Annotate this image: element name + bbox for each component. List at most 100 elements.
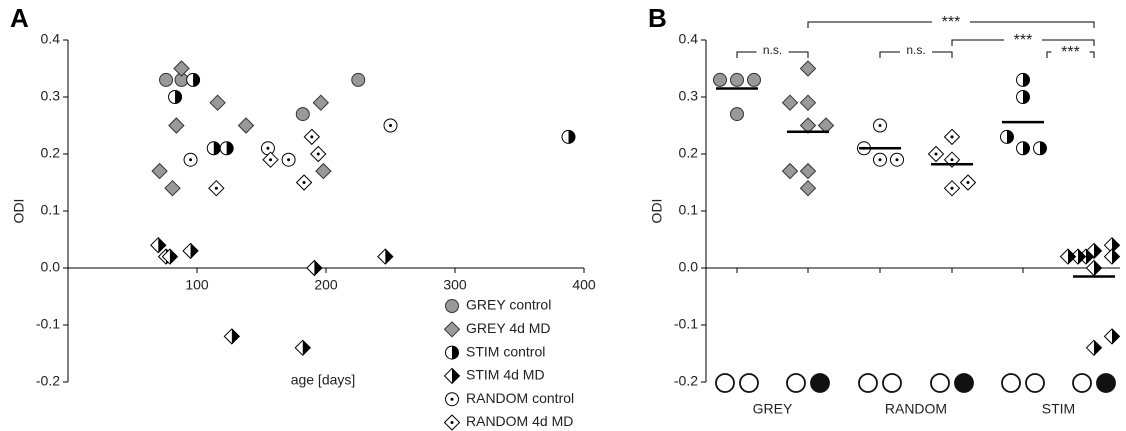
data-point	[959, 174, 977, 191]
data-point	[713, 72, 727, 87]
data-point	[927, 145, 945, 163]
data-point	[781, 162, 799, 180]
significance-label: ***	[942, 14, 961, 31]
data-point	[1000, 129, 1014, 144]
data-point	[186, 72, 201, 87]
y-tick-label: -0.1	[36, 316, 60, 332]
marker-dot	[878, 124, 882, 127]
data-point	[173, 60, 190, 77]
legend-label: RANDOM control	[466, 390, 574, 406]
marker-half	[452, 346, 459, 360]
data-point	[943, 128, 961, 146]
legend-label: GREY control	[466, 297, 551, 313]
marker-shape	[151, 162, 168, 180]
data-point	[159, 72, 174, 87]
marker-dot	[950, 158, 954, 162]
eye-icon	[1025, 373, 1045, 393]
significance-label: n.s.	[906, 43, 925, 57]
data-point	[168, 90, 183, 104]
data-point	[1033, 141, 1047, 156]
data-point	[183, 152, 198, 167]
data-point	[294, 339, 311, 357]
y-tick-label: 0.1	[679, 202, 699, 218]
data-point	[281, 152, 296, 167]
marker-half	[175, 90, 182, 104]
marker-shape	[168, 117, 185, 134]
data-point	[223, 328, 241, 345]
data-point	[237, 117, 255, 134]
data-point	[377, 248, 394, 265]
marker-dot	[302, 181, 306, 184]
marker-half	[1094, 243, 1102, 259]
marker-shape	[781, 94, 799, 111]
data-point	[168, 117, 185, 134]
marker-half	[1023, 141, 1030, 155]
data-point	[1085, 242, 1103, 260]
marker-half	[231, 328, 240, 344]
data-point	[206, 141, 221, 156]
data-point	[260, 141, 275, 156]
data-point	[799, 162, 817, 180]
x-tick-label: 100	[185, 277, 209, 293]
marker-dot	[287, 158, 291, 162]
data-point	[943, 179, 961, 197]
marker-dot	[214, 186, 218, 190]
eye-icon	[882, 373, 902, 393]
y-tick-label: 0.4	[679, 31, 699, 47]
y-tick-label: -0.2	[36, 373, 60, 389]
legend-label: STIM 4d MD	[466, 367, 545, 383]
marker-shape	[443, 321, 461, 338]
marker-dot	[450, 421, 454, 424]
data-point	[445, 345, 459, 360]
data-point	[799, 94, 817, 111]
marker-shape	[799, 162, 817, 180]
y-tick-label: 0.1	[41, 202, 61, 218]
x-tick-label: GREY	[753, 401, 793, 417]
data-point	[443, 414, 461, 431]
data-point	[161, 248, 179, 265]
significance-label: ***	[1061, 44, 1080, 61]
data-point	[1016, 90, 1030, 104]
data-point	[1085, 259, 1103, 277]
data-point	[306, 259, 323, 277]
data-point	[799, 179, 817, 197]
marker-half	[302, 340, 311, 356]
data-point	[890, 152, 904, 167]
data-point	[730, 107, 744, 122]
significance-bracket	[807, 21, 1095, 28]
panel-label: A	[10, 3, 29, 33]
significance-bracket	[1046, 51, 1095, 58]
marker-shape	[799, 94, 817, 111]
marker-half	[1112, 237, 1120, 253]
x-tick-label: 300	[443, 277, 467, 293]
y-tick-label: 0.0	[41, 259, 61, 275]
legend-label: STIM control	[466, 343, 545, 359]
data-point	[443, 367, 461, 385]
data-point	[310, 145, 327, 163]
eye-icon	[810, 373, 830, 393]
data-point	[1059, 248, 1077, 265]
y-tick-label: 0.3	[679, 88, 699, 104]
marker-shape	[159, 72, 174, 87]
marker-shape	[799, 179, 817, 197]
data-point	[1103, 328, 1121, 345]
data-point	[312, 94, 330, 111]
data-point	[209, 94, 226, 111]
significance-bracket	[736, 51, 809, 58]
marker-dot	[189, 158, 193, 162]
marker-half	[193, 73, 200, 87]
marker-half	[190, 243, 199, 259]
eye-icon	[1096, 373, 1116, 393]
marker-half	[568, 130, 576, 144]
marker-half	[1007, 130, 1014, 144]
data-point	[1085, 339, 1103, 357]
eye-icon	[1001, 373, 1021, 393]
marker-dot	[966, 181, 970, 184]
marker-half	[1112, 328, 1120, 344]
marker-dot	[878, 158, 882, 162]
data-point	[781, 94, 799, 111]
marker-half	[1094, 340, 1102, 356]
y-tick-label: -0.2	[674, 373, 698, 389]
y-tick-label: 0.3	[41, 88, 61, 104]
